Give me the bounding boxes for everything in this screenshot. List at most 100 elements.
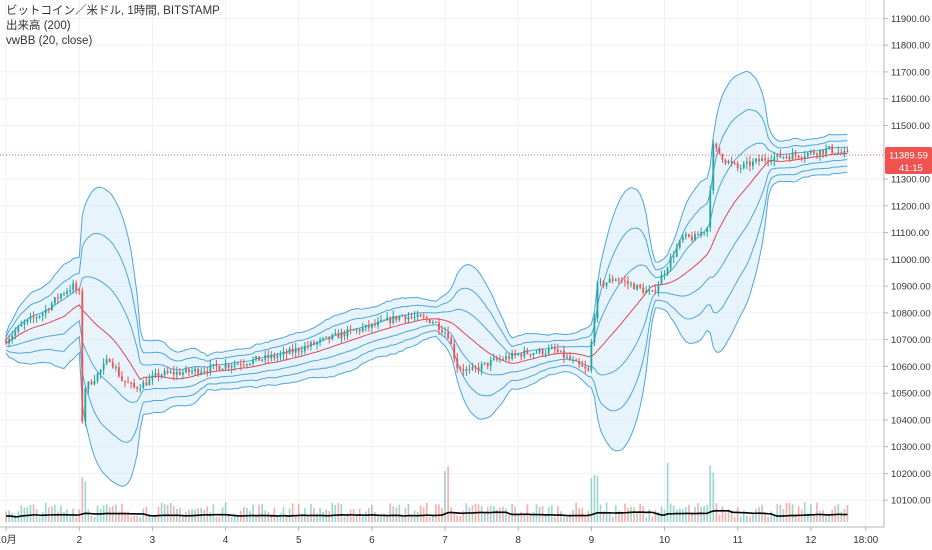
candle-body	[370, 323, 373, 328]
candle-body	[267, 355, 270, 359]
candle-body	[117, 367, 120, 377]
volume-bar	[255, 516, 257, 522]
volume-bar	[584, 516, 587, 522]
candle-body	[529, 353, 532, 356]
volume-bar	[816, 502, 818, 522]
vwbb-indicator-label[interactable]: vwBB (20, close)	[6, 35, 93, 47]
price-axis-bg[interactable]	[884, 0, 932, 550]
y-tick-label: 10700.00	[891, 335, 931, 346]
candle-body	[541, 349, 544, 355]
price-tag-value: 11389.59	[889, 151, 928, 162]
candle-body	[410, 316, 413, 318]
volume-bar	[29, 505, 32, 522]
x-tick-label: 3	[150, 535, 156, 546]
candle-body	[660, 275, 663, 285]
band-fill	[6, 71, 848, 487]
candle-body	[99, 369, 102, 374]
candle-body	[428, 319, 431, 324]
y-tick-label: 10500.00	[891, 389, 931, 400]
volume-bar	[136, 515, 139, 522]
candle-body	[294, 348, 297, 353]
candle-body	[822, 149, 824, 154]
y-tick-label: 11300.00	[891, 175, 930, 186]
volume-bar	[511, 503, 513, 522]
candle-body	[160, 374, 163, 377]
candle-body	[364, 324, 367, 328]
candle-body	[23, 322, 26, 325]
candle-body	[614, 279, 617, 281]
candle-body	[105, 359, 108, 364]
candle-body	[797, 155, 800, 158]
candle-body	[249, 363, 251, 365]
candle-body	[270, 355, 273, 359]
candle-body	[419, 314, 422, 317]
volume-bar	[776, 503, 779, 522]
x-tick-label: 7	[442, 535, 448, 546]
candle-body	[489, 360, 492, 366]
volume-bar	[700, 506, 702, 522]
volume-bar	[736, 507, 739, 522]
candle-body	[450, 337, 453, 344]
volume-bar	[678, 508, 681, 522]
volume-bar	[438, 504, 440, 522]
candle-body	[185, 368, 187, 373]
volume-bar	[87, 509, 90, 522]
candle-body	[687, 234, 690, 237]
volume-bar	[154, 516, 157, 522]
x-tick-label: 10月	[0, 534, 17, 546]
volume-bar	[733, 516, 736, 522]
volume-bar	[157, 506, 160, 522]
candle-body	[843, 150, 846, 154]
candle-body	[261, 359, 264, 361]
volume-bar	[712, 472, 715, 522]
volume-bar	[166, 504, 169, 522]
volume-bar	[453, 513, 456, 522]
volume-bar	[447, 466, 449, 522]
time-axis-bg[interactable]	[0, 527, 932, 550]
candle-body	[227, 364, 230, 368]
volume-bar	[218, 516, 221, 522]
candlesticks	[5, 140, 849, 427]
candle-body	[495, 358, 498, 360]
candle-body	[316, 342, 318, 345]
volume-bar	[669, 503, 672, 522]
candle-body	[569, 356, 571, 361]
candle-body	[398, 316, 401, 320]
volume-bar	[279, 512, 282, 522]
volume-indicator-label[interactable]: 出来高 (200)	[6, 20, 71, 32]
candle-body	[431, 321, 434, 324]
volume-bar	[520, 511, 523, 522]
candle-body	[325, 336, 328, 338]
candle-body	[78, 289, 81, 291]
volume-bar	[630, 506, 632, 522]
volume-bar	[212, 504, 215, 522]
candle-body	[444, 332, 446, 334]
volume-bar	[182, 516, 184, 522]
candle-body	[462, 369, 465, 371]
volume-bar	[11, 513, 14, 522]
volume-bar	[258, 504, 260, 522]
volume-bar	[38, 517, 41, 522]
y-tick-label: 11200.00	[891, 201, 930, 212]
volume-bar	[788, 502, 791, 522]
candle-body	[465, 369, 468, 371]
y-tick-label: 11500.00	[891, 121, 930, 132]
candle-body	[669, 257, 672, 269]
volume-bar	[502, 506, 504, 522]
volume-bar	[483, 512, 486, 522]
volume-bar	[54, 504, 56, 522]
candle-body	[657, 284, 660, 292]
volume-bar	[419, 505, 422, 522]
volume-bar	[425, 502, 428, 522]
candle-body	[434, 321, 437, 323]
volume-bar	[642, 506, 645, 522]
volume-bar	[535, 504, 538, 522]
candle-body	[526, 350, 529, 354]
candle-body	[84, 389, 87, 422]
volume-bar	[185, 511, 187, 522]
x-tick-label: 4	[223, 535, 229, 546]
volume-bar	[20, 505, 23, 522]
volume-bar	[794, 514, 797, 522]
symbol-title[interactable]: ビットコイン／米ドル, 1時間, BITSTAMP	[6, 5, 220, 17]
